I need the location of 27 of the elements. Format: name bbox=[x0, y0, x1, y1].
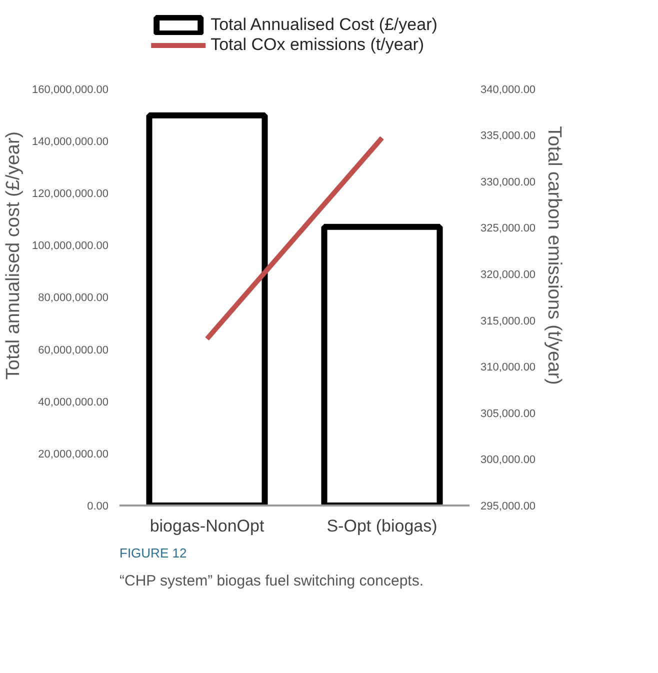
y-tick-label: 120,000,000.00 bbox=[32, 188, 109, 200]
y2-axis-title: Total carbon emissions (t/year) bbox=[544, 126, 565, 385]
y-tick-label: 100,000,000.00 bbox=[32, 240, 109, 252]
x-tick-label: biogas-NonOpt bbox=[150, 516, 264, 536]
y-tick-label: 0.00 bbox=[87, 500, 109, 512]
x-tick-label: S-Opt (biogas) bbox=[326, 516, 438, 536]
y2-tick-label: 325,000.00 bbox=[480, 222, 536, 235]
text: “CHP system” biogas fuel switching concepts. bbox=[120, 572, 424, 590]
y-tick-label: 20,000,000.00 bbox=[38, 448, 109, 460]
y2-tick-label: 300,000.00 bbox=[480, 454, 536, 466]
legend-label: Total COx emissions (t/year) bbox=[210, 35, 424, 55]
y-tick-label: 40,000,000.00 bbox=[38, 396, 109, 408]
y2-tick-label: 315,000.00 bbox=[480, 315, 536, 328]
y-tick-label: 160,000,000.00 bbox=[32, 84, 109, 96]
y2-tick-label: 310,000.00 bbox=[480, 362, 536, 374]
y2-tick-label: 335,000.00 bbox=[480, 130, 536, 142]
y2-tick-label: 320,000.00 bbox=[480, 269, 536, 282]
y2-tick-label: 295,000.00 bbox=[480, 500, 536, 512]
y-tick-label: 80,000,000.00 bbox=[38, 292, 109, 304]
y-tick-label: 140,000,000.00 bbox=[32, 136, 109, 148]
y2-tick-label: 330,000.00 bbox=[480, 176, 536, 188]
y2-tick-label: 340,000.00 bbox=[480, 84, 536, 96]
caption: FIGURE 12 bbox=[120, 546, 187, 560]
legend-label: Total Annualised Cost (£/year) bbox=[210, 15, 438, 35]
y-tick-label: 60,000,000.00 bbox=[38, 344, 109, 356]
y-axis-title: Total annualised cost (£/year) bbox=[3, 131, 24, 380]
y2-tick-label: 305,000.00 bbox=[480, 408, 536, 420]
